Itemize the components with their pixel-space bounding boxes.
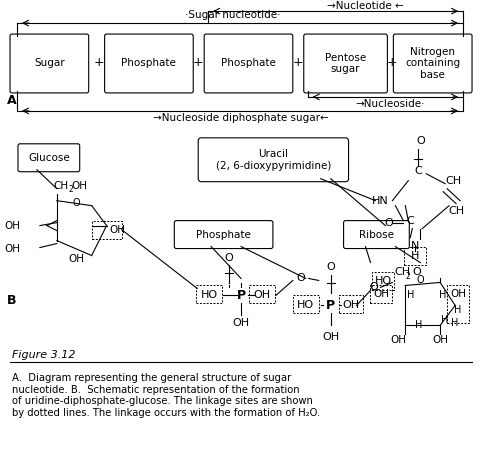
Text: OH: OH xyxy=(373,289,389,300)
Text: OH: OH xyxy=(109,225,126,234)
Text: P: P xyxy=(326,299,335,312)
Text: CH: CH xyxy=(445,176,461,186)
Text: Ribose: Ribose xyxy=(359,230,394,240)
Text: Phosphate: Phosphate xyxy=(196,230,251,240)
Text: OH: OH xyxy=(4,220,20,231)
Text: O: O xyxy=(326,263,335,272)
Text: H: H xyxy=(411,250,420,261)
Text: CH: CH xyxy=(448,205,464,216)
FancyBboxPatch shape xyxy=(105,34,193,93)
Text: Uracil
(2, 6-dioxypyrimidine): Uracil (2, 6-dioxypyrimidine) xyxy=(216,149,331,170)
Text: Figure 3.12: Figure 3.12 xyxy=(12,350,75,360)
Text: O: O xyxy=(73,197,81,208)
Text: +: + xyxy=(387,57,398,69)
Text: Phosphate: Phosphate xyxy=(221,58,276,68)
FancyBboxPatch shape xyxy=(174,220,273,249)
Text: O: O xyxy=(412,268,421,278)
Text: B: B xyxy=(7,294,16,307)
Text: N: N xyxy=(411,241,420,250)
Text: O: O xyxy=(416,136,425,146)
Text: OH: OH xyxy=(322,332,339,342)
Text: OH: OH xyxy=(450,289,466,300)
Text: HO: HO xyxy=(297,300,314,310)
Text: CH: CH xyxy=(54,181,69,190)
Text: OH: OH xyxy=(390,335,407,345)
Text: →Nucleoside·: →Nucleoside· xyxy=(356,99,425,109)
Bar xyxy=(372,272,395,291)
Text: OH: OH xyxy=(342,300,359,310)
FancyBboxPatch shape xyxy=(10,34,89,93)
Bar xyxy=(404,247,426,264)
Bar xyxy=(338,295,362,314)
FancyBboxPatch shape xyxy=(18,144,80,172)
Text: A: A xyxy=(7,94,17,107)
FancyBboxPatch shape xyxy=(304,34,387,93)
Text: →Nucleoside diphosphate sugar←: →Nucleoside diphosphate sugar← xyxy=(153,113,329,123)
FancyBboxPatch shape xyxy=(198,138,348,182)
Text: O: O xyxy=(369,283,378,292)
Text: +: + xyxy=(292,57,303,69)
FancyBboxPatch shape xyxy=(204,34,293,93)
Text: P: P xyxy=(237,289,246,302)
Text: OH: OH xyxy=(4,243,20,254)
Text: C: C xyxy=(414,166,422,176)
Text: C: C xyxy=(407,216,414,226)
Text: OH: OH xyxy=(232,318,250,329)
Text: OH: OH xyxy=(253,291,271,300)
FancyBboxPatch shape xyxy=(344,220,409,249)
Text: Sugar: Sugar xyxy=(34,58,65,68)
Text: O: O xyxy=(225,253,233,263)
Bar xyxy=(196,285,222,303)
Text: CH: CH xyxy=(395,268,410,278)
Text: Nitrogen
containing
base: Nitrogen containing base xyxy=(405,47,460,80)
Bar xyxy=(293,295,319,314)
Text: O: O xyxy=(417,276,424,285)
Text: OH: OH xyxy=(432,335,448,345)
Bar xyxy=(371,285,392,303)
Text: HO: HO xyxy=(201,291,218,300)
Text: H: H xyxy=(442,315,449,325)
Text: Glucose: Glucose xyxy=(28,153,70,163)
Text: HO: HO xyxy=(375,277,392,286)
Text: A.  Diagram representing the general structure of sugar
nucleotide. B.  Schemati: A. Diagram representing the general stru… xyxy=(12,373,320,418)
Text: O: O xyxy=(296,273,305,284)
Text: O: O xyxy=(384,218,393,227)
Text: H: H xyxy=(407,291,414,300)
Text: +: + xyxy=(193,57,204,69)
Text: H: H xyxy=(451,318,459,329)
Text: ·Sugar nucleotide·: ·Sugar nucleotide· xyxy=(185,10,280,20)
Text: H: H xyxy=(415,321,422,330)
Text: OH: OH xyxy=(72,181,88,190)
Text: Phosphate: Phosphate xyxy=(121,58,176,68)
Text: Pentose
sugar: Pentose sugar xyxy=(325,53,366,74)
Text: HN: HN xyxy=(372,196,389,205)
Text: →Nucleotide ←: →Nucleotide ← xyxy=(327,1,404,11)
Text: 2: 2 xyxy=(406,272,411,281)
Text: 2: 2 xyxy=(69,185,73,194)
Text: H: H xyxy=(440,291,447,300)
Bar xyxy=(447,285,469,323)
Text: H: H xyxy=(455,306,462,315)
Text: +: + xyxy=(93,57,104,69)
Bar xyxy=(92,220,121,239)
FancyBboxPatch shape xyxy=(394,34,472,93)
Bar xyxy=(249,285,275,303)
Text: OH: OH xyxy=(69,254,85,263)
